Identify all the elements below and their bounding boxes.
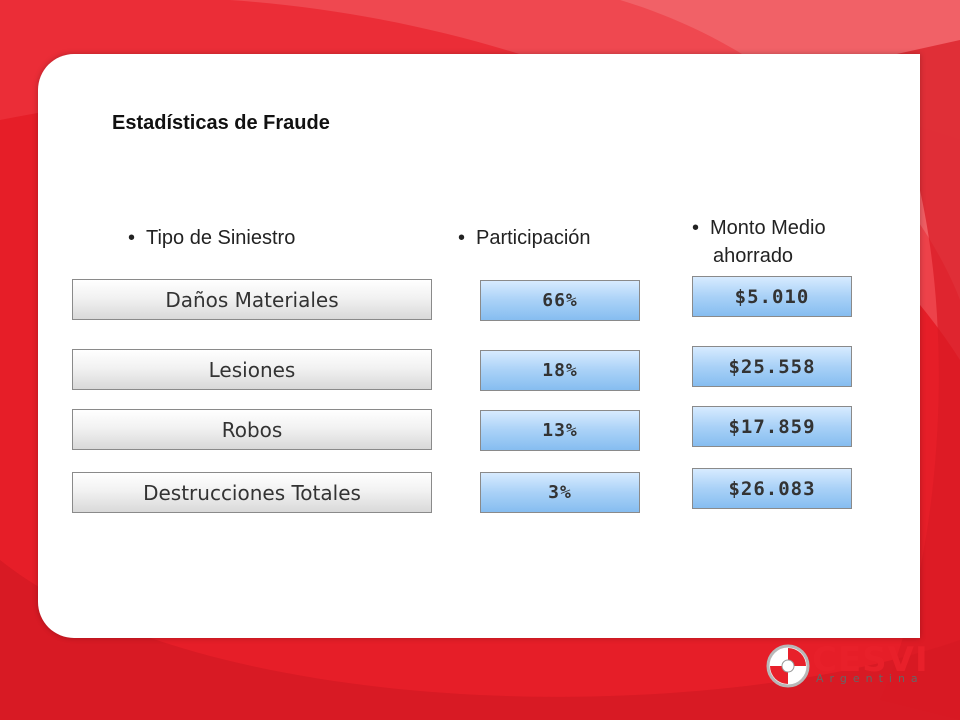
bullet: • (692, 217, 700, 239)
monto-box-robos: $17.859 (692, 406, 852, 447)
page-title: Estadísticas de Fraude (112, 112, 330, 134)
monto-box-lesiones: $25.558 (692, 346, 852, 387)
header-participacion: • Participación (458, 224, 591, 252)
header-monto-label-line2: ahorrado (713, 245, 794, 267)
participacion-box-destrucciones-totales: 3% (480, 472, 640, 513)
type-box-destrucciones-totales: Destrucciones Totales (72, 472, 432, 513)
participacion-box-lesiones: 18% (480, 350, 640, 391)
monto-box-danos-materiales: $5.010 (692, 276, 852, 317)
participacion-box-danos-materiales: 66% (480, 280, 640, 321)
type-box-robos: Robos (72, 409, 432, 450)
type-box-danos-materiales: Daños Materiales (72, 279, 432, 320)
header-participacion-label: Participación (476, 227, 591, 249)
cesvi-emblem-icon (766, 644, 810, 688)
cesvi-logo: CESVI Argentina (766, 640, 929, 692)
logo-wordmark: CESVI (812, 640, 929, 680)
header-monto-label-line1: Monto Medio (710, 217, 826, 239)
type-box-lesiones: Lesiones (72, 349, 432, 390)
header-tipo-de-siniestro: • Tipo de Siniestro (128, 224, 295, 252)
bullet: • (458, 227, 466, 249)
bullet: • (128, 227, 136, 249)
header-monto-medio: • Monto Medio ahorrado (692, 214, 862, 270)
logo-subtitle: Argentina (816, 672, 924, 685)
header-tipo-label: Tipo de Siniestro (146, 227, 296, 249)
participacion-box-robos: 13% (480, 410, 640, 451)
monto-box-destrucciones-totales: $26.083 (692, 468, 852, 509)
